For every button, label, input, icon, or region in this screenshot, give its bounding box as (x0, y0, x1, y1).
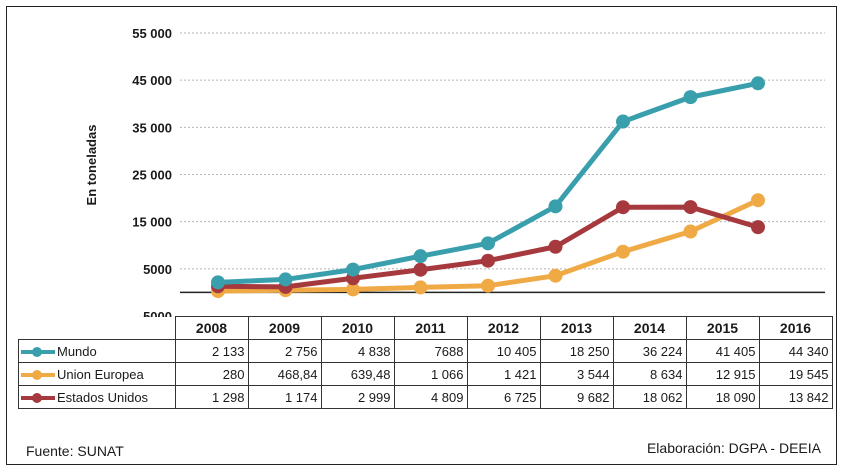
value-cell: 280 (174, 362, 249, 386)
value-cell: 44 340 (758, 339, 833, 363)
legend-swatch (21, 347, 55, 358)
legend-swatch (21, 370, 55, 381)
value-cell: 18 250 (539, 339, 614, 363)
value-cell: 1 298 (174, 385, 249, 409)
data-point-mundo (683, 90, 698, 105)
value-cell: 4 809 (393, 385, 468, 409)
value-cell: 2 756 (247, 339, 322, 363)
year-header: 2008 (174, 316, 249, 340)
year-header: 2015 (685, 316, 760, 340)
data-table: 2008 2009 2010 2011 2012 2013 2014 2015 2016 Mun… (18, 316, 833, 409)
value-cell: 2 999 (320, 385, 395, 409)
y-tick-label: 5000 (143, 262, 172, 277)
data-point-mundo (278, 272, 293, 287)
series-name-label: Estados Unidos (57, 389, 149, 405)
table-corner (18, 316, 175, 340)
table-row: Mundo 2 133 2 756 4 838 7688 10 405 18 250 36 2… (18, 339, 833, 363)
data-point-estados-unidos (616, 200, 630, 215)
series-name-cell: Mundo (18, 339, 176, 363)
value-cell: 2 133 (174, 339, 249, 363)
value-cell: 18 062 (612, 385, 687, 409)
credit-note: Elaboración: DGPA - DEEIA (646, 440, 821, 456)
series-name-cell: Estados Unidos (18, 385, 176, 409)
data-point-mundo (616, 114, 630, 129)
value-cell: 13 842 (758, 385, 833, 409)
series-name-cell: Union Europea (18, 362, 176, 386)
year-header: 2009 (247, 316, 322, 340)
data-point-mundo (481, 236, 495, 251)
data-point-union-europea (751, 193, 765, 208)
value-cell: 3 544 (539, 362, 614, 386)
year-header: 2011 (393, 316, 468, 340)
value-cell: 639,48 (320, 362, 395, 386)
y-tick-label: 25 000 (132, 168, 172, 183)
year-header: 2010 (320, 316, 395, 340)
data-point-union-europea (616, 244, 630, 259)
value-cell: 1 066 (393, 362, 468, 386)
value-cell: 10 405 (466, 339, 541, 363)
value-cell: 41 405 (685, 339, 760, 363)
data-point-union-europea (413, 280, 428, 295)
data-point-union-europea (346, 282, 360, 297)
value-cell: 8 634 (612, 362, 687, 386)
value-cell: 6 725 (466, 385, 541, 409)
data-point-estados-unidos (413, 262, 428, 277)
value-cell: 19 545 (758, 362, 833, 386)
year-header: 2016 (758, 316, 833, 340)
value-cell: 18 090 (685, 385, 760, 409)
data-point-union-europea (683, 224, 698, 239)
value-cell: 4 838 (320, 339, 395, 363)
year-header-row: 2008 2009 2010 2011 2012 2013 2014 2015 2016 (18, 316, 833, 340)
value-cell: 1 174 (247, 385, 322, 409)
value-cell: 9 682 (539, 385, 614, 409)
data-point-estados-unidos (548, 239, 563, 254)
data-point-estados-unidos (751, 220, 765, 235)
y-tick-label: 45 000 (132, 73, 172, 88)
year-header: 2012 (466, 316, 541, 340)
y-tick-label: 55 000 (132, 26, 172, 41)
value-cell: 468,84 (247, 362, 322, 386)
series-name-label: Mundo (57, 343, 97, 359)
y-tick-label: 35 000 (132, 120, 172, 135)
legend-swatch (21, 393, 55, 404)
year-header: 2013 (539, 316, 614, 340)
data-point-estados-unidos (683, 200, 698, 215)
source-note: Fuente: SUNAT (26, 443, 124, 459)
chart-frame (6, 6, 837, 465)
value-cell: 36 224 (612, 339, 687, 363)
data-point-mundo (346, 262, 360, 277)
year-header: 2014 (612, 316, 687, 340)
data-point-mundo (751, 76, 765, 91)
data-point-union-europea (548, 268, 563, 283)
data-point-mundo (413, 249, 428, 264)
data-point-estados-unidos (481, 253, 495, 268)
series-name-label: Union Europea (57, 366, 144, 382)
value-cell: 7688 (393, 339, 468, 363)
table-row: Union Europea 280 468,84 639,48 1 066 1 421 3 … (18, 362, 833, 386)
value-cell: 12 915 (685, 362, 760, 386)
data-point-union-europea (481, 278, 495, 293)
y-axis-label: En toneladas (84, 125, 99, 206)
y-tick-label: 15 000 (132, 215, 172, 230)
data-point-mundo (211, 275, 225, 290)
table-row: Estados Unidos 1 298 1 174 2 999 4 809 6 725 9… (18, 385, 833, 409)
value-cell: 1 421 (466, 362, 541, 386)
data-point-mundo (548, 199, 563, 214)
series-line-mundo (215, 80, 761, 285)
